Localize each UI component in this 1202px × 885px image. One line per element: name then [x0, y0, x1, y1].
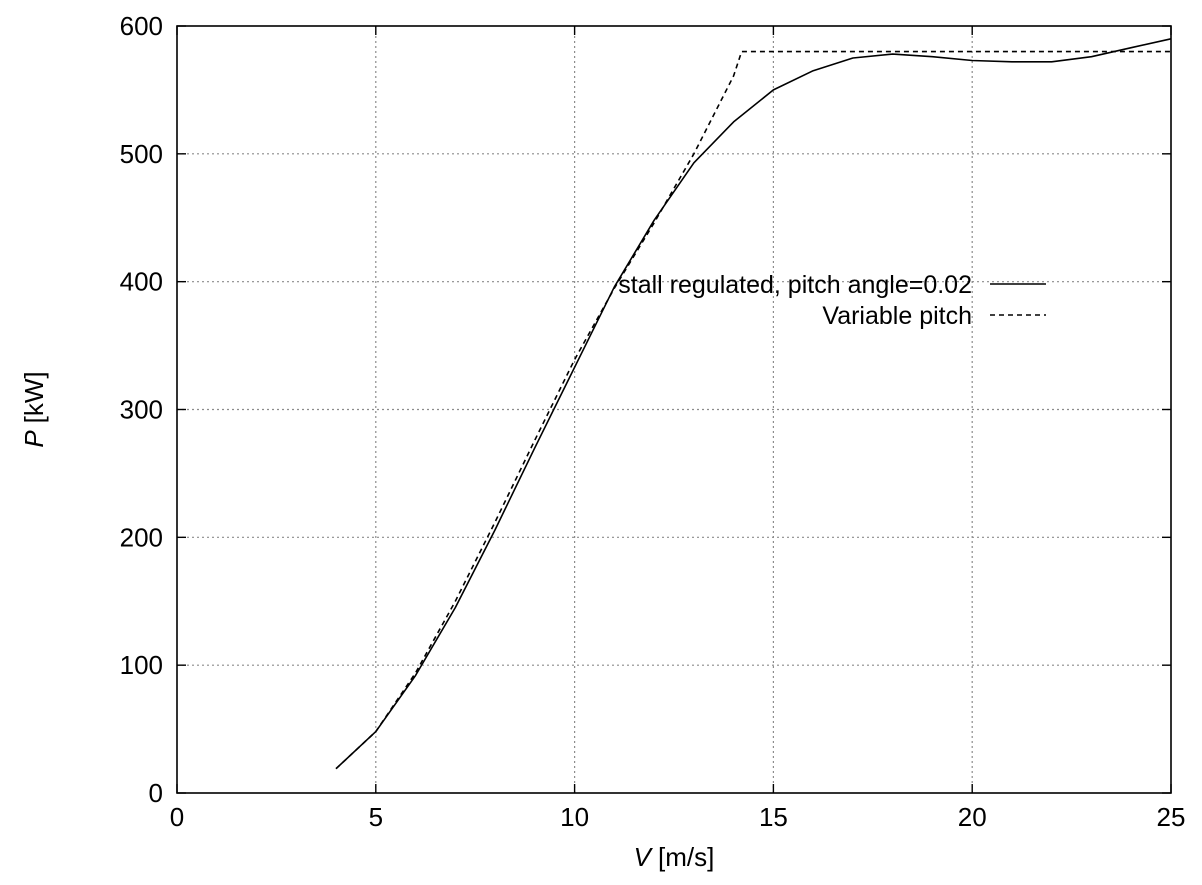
legend-label-variable-pitch: Variable pitch	[822, 302, 972, 330]
x-tick-label: 25	[1157, 802, 1186, 832]
x-tick-label: 20	[958, 802, 987, 832]
y-tick-labels: 0 100 200 300 400 500 600	[120, 11, 163, 808]
x-tick-label: 10	[560, 802, 589, 832]
x-axis-unit: [m/s]	[658, 842, 714, 872]
legend: stall regulated, pitch angle=0.02 Variab…	[618, 271, 1046, 330]
legend-label-stall-regulated: stall regulated, pitch angle=0.02	[618, 271, 972, 299]
y-tick-label: 200	[120, 522, 163, 552]
series-line-variable-pitch	[335, 50, 1171, 770]
y-tick-label: 600	[120, 11, 163, 41]
y-tick-label: 400	[120, 267, 163, 297]
grid	[177, 26, 1171, 793]
y-axis-variable: P	[19, 430, 49, 448]
y-tick-label: 0	[149, 778, 163, 808]
y-axis-unit: [kW]	[19, 371, 49, 423]
series-layer	[335, 38, 1172, 770]
y-tick-label: 500	[120, 139, 163, 169]
x-tick-labels: 0 5 10 15 20 25	[170, 802, 1186, 832]
y-axis-label: P [kW]	[19, 371, 49, 447]
x-tick-label: 15	[759, 802, 788, 832]
x-axis-variable: V	[634, 842, 654, 872]
y-tick-label: 300	[120, 395, 163, 425]
x-axis-label: V [m/s]	[634, 842, 715, 872]
x-tick-label: 5	[369, 802, 383, 832]
x-tick-label: 0	[170, 802, 184, 832]
series-line-stall-regulated	[335, 38, 1172, 770]
ticks	[176, 25, 1172, 794]
y-tick-label: 100	[120, 650, 163, 680]
